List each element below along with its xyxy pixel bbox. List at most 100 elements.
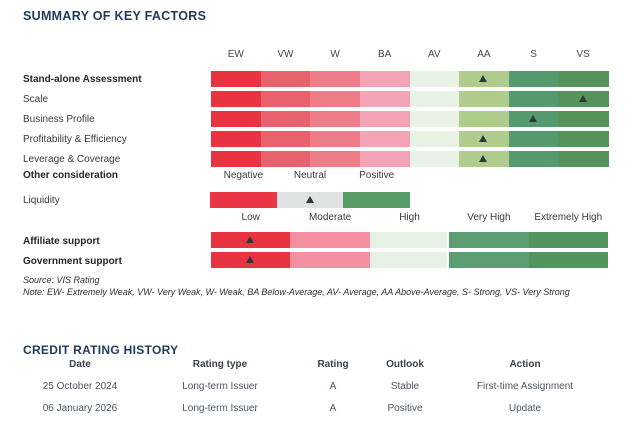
bar-segment [310, 91, 361, 107]
other-consideration-label: Other consideration [23, 170, 119, 181]
bar-segment [508, 151, 559, 167]
marker-triangle-icon [246, 236, 255, 243]
bar-segment [211, 71, 262, 87]
history-table-cell: Stable [390, 381, 420, 392]
scale-column-label: W [330, 49, 340, 60]
history-table-cell: 06 January 2026 [42, 403, 118, 414]
bar-segment [260, 91, 311, 107]
bar-segment [211, 131, 262, 147]
marker-triangle-icon [529, 115, 538, 122]
support-scale-label: Very High [467, 212, 511, 223]
history-column-header: Rating type [192, 359, 248, 370]
bar-segment [290, 252, 371, 268]
rating-scale-bar [211, 91, 609, 107]
support-scale-label: Extremely High [534, 212, 603, 223]
support-scale-label: Moderate [308, 212, 352, 223]
factor-label: Business Profile [23, 114, 95, 125]
bar-segment [409, 131, 460, 147]
scale-column-label: AA [477, 49, 491, 60]
history-title: CREDIT RATING HISTORY [23, 343, 179, 357]
marker-triangle-icon [479, 75, 488, 82]
bar-segment [310, 131, 361, 147]
bar-segment [260, 151, 311, 167]
scale-column-label: S [530, 49, 537, 60]
bar-segment [558, 151, 609, 167]
support-bar [211, 232, 609, 248]
support-bar [211, 252, 609, 268]
consideration-option-label: Negative [223, 170, 264, 181]
scale-column-label: EW [227, 49, 244, 60]
support-label: Affiliate support [23, 236, 100, 247]
bar-segment [260, 131, 311, 147]
legend-note: Note: EW- Extremely Weak, VW- Very Weak,… [23, 287, 570, 297]
history-table-cell: 25 October 2024 [42, 381, 118, 392]
history-table-cell: Update [508, 403, 542, 414]
factor-label: Profitability & Efficiency [23, 134, 127, 145]
bar-segment [508, 131, 559, 147]
bar-segment [459, 111, 510, 127]
scale-column-label: AV [428, 49, 441, 60]
history-table-cell: A [329, 381, 337, 392]
bar-segment [211, 151, 262, 167]
bar-segment [260, 111, 311, 127]
bar-segment [359, 71, 410, 87]
consideration-option-label: Positive [359, 170, 395, 181]
bar-segment [528, 252, 609, 268]
bar-segment [359, 91, 410, 107]
rating-scale-bar [211, 131, 609, 147]
scale-column-label: BA [378, 49, 392, 60]
history-column-header: Action [509, 359, 541, 370]
bar-segment [409, 91, 460, 107]
source-note: Source: VIS Rating [23, 275, 100, 285]
scale-column-label: VS [576, 49, 590, 60]
history-column-header: Rating [317, 359, 349, 370]
bar-segment [211, 91, 262, 107]
bar-segment [369, 232, 448, 248]
bar-segment [409, 71, 460, 87]
bar-segment [359, 111, 410, 127]
bar-segment [449, 252, 530, 268]
bar-segment [508, 91, 559, 107]
bar-segment [459, 91, 510, 107]
bar-segment [528, 232, 609, 248]
bar-segment [558, 71, 609, 87]
factor-label: Leverage & Coverage [23, 154, 121, 165]
bar-segment [409, 151, 460, 167]
marker-triangle-icon [479, 135, 488, 142]
bar-segment [449, 232, 530, 248]
consideration-option-label: Neutral [293, 170, 327, 181]
history-table-cell: First-time Assignment [476, 381, 574, 392]
marker-triangle-icon [578, 95, 587, 102]
bar-segment [409, 111, 460, 127]
bar-segment [210, 192, 278, 208]
history-table-cell: Long-term Issuer [182, 403, 258, 414]
rating-scale-bar [211, 71, 609, 87]
marker-triangle-icon [246, 256, 255, 263]
bar-segment [558, 131, 609, 147]
marker-triangle-icon [305, 196, 314, 203]
bar-segment [211, 111, 262, 127]
history-table-cell: A [329, 403, 337, 414]
factor-label: Stand-alone Assessment [23, 74, 142, 85]
bar-segment [290, 232, 371, 248]
bar-segment [359, 151, 410, 167]
history-table-cell: Positive [387, 403, 423, 414]
support-scale-label: Low [241, 212, 260, 223]
bar-segment [310, 111, 361, 127]
liquidity-label: Liquidity [23, 195, 60, 206]
history-column-header: Outlook [386, 359, 424, 370]
bar-segment [369, 252, 448, 268]
summary-title: SUMMARY OF KEY FACTORS [23, 9, 207, 23]
bar-segment [558, 111, 609, 127]
bar-segment [310, 71, 361, 87]
rating-scale-bar [211, 151, 609, 167]
history-column-header: Date [69, 359, 91, 370]
history-table-cell: Long-term Issuer [182, 381, 258, 392]
support-scale-label: High [399, 212, 420, 223]
bar-segment [310, 151, 361, 167]
bar-segment [260, 71, 311, 87]
rating-scale-bar [211, 111, 609, 127]
bar-segment [343, 192, 411, 208]
marker-triangle-icon [479, 155, 488, 162]
